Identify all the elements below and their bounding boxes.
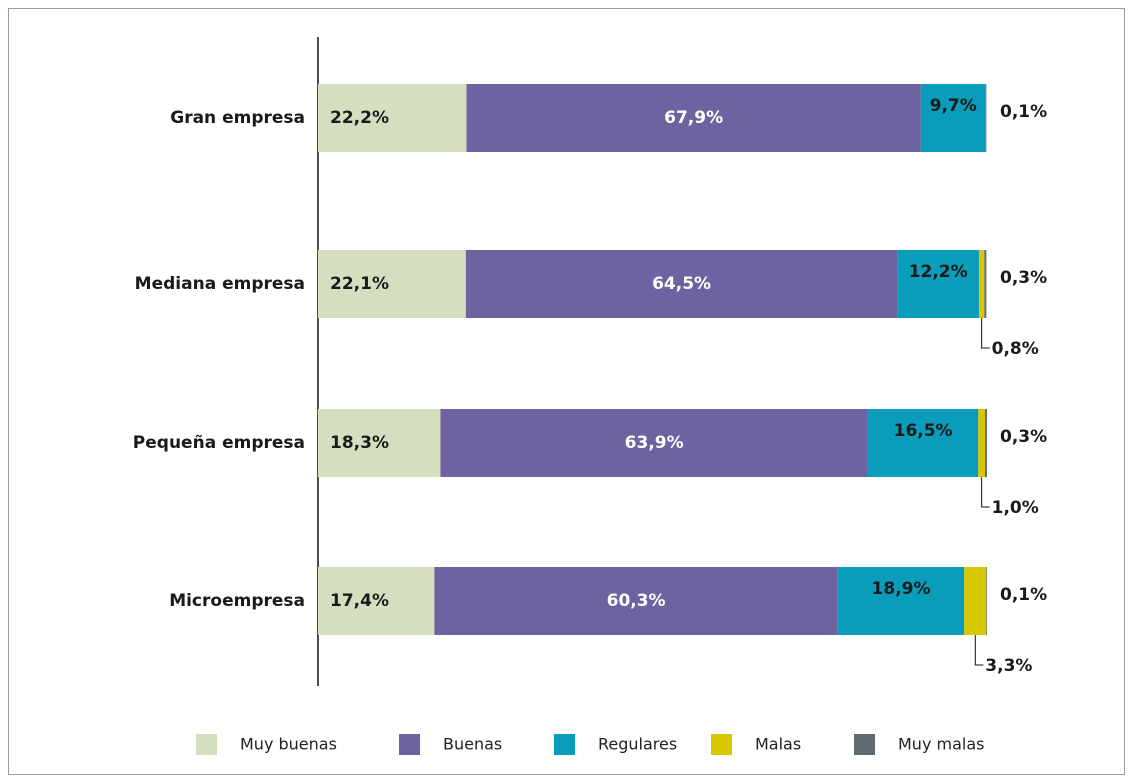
value-label: 67,9% [664,108,723,128]
value-label: 0,3% [1000,427,1047,447]
legend-swatch [554,734,575,755]
value-label: 64,5% [652,274,711,294]
legend-swatch [854,734,875,755]
bar-segment [318,250,466,318]
value-label: 9,7% [930,96,977,116]
bar-segment [440,409,868,477]
value-label: 0,1% [1000,102,1047,122]
bar-segment [837,567,965,635]
legend-swatch [196,734,217,755]
bar-segment [897,250,979,318]
legend-label: Malas [755,735,801,754]
value-label: 0,8% [992,339,1039,359]
bar-segment [318,84,467,152]
value-label: 63,9% [625,433,684,453]
leader-line [981,318,990,349]
legend-swatch [399,734,420,755]
bar-segment [867,409,979,477]
bar-segment [318,567,435,635]
value-label: 22,1% [330,274,389,294]
legend-label: Buenas [443,735,502,754]
value-label: 16,5% [894,421,953,441]
bar-segment [434,567,838,635]
legend-label: Regulares [598,735,677,754]
bar-segment [920,84,986,152]
leader-line [974,635,984,666]
bar-segment [978,250,985,318]
value-label: 1,0% [992,498,1039,518]
category-label: Microempresa [169,591,305,611]
category-label: Gran empresa [170,108,305,128]
bar-segment [984,409,987,477]
legend-swatch [711,734,732,755]
bar-segment [986,567,987,635]
bar-segment [466,84,921,152]
value-label: 18,9% [872,579,931,599]
bar-segment [318,409,441,477]
value-label: 0,3% [1000,268,1047,288]
value-label: 0,1% [1000,585,1047,605]
legend-label: Muy buenas [240,735,337,754]
leader-line [981,477,990,508]
bar-segment [985,84,987,152]
category-label: Mediana empresa [135,274,305,294]
bar-segment [984,250,987,318]
value-label: 17,4% [330,591,389,611]
bar-segment [465,250,898,318]
value-label: 60,3% [607,591,666,611]
value-label: 22,2% [330,108,389,128]
value-label: 18,3% [330,433,389,453]
bar-segment [978,409,985,477]
category-label: Pequeña empresa [133,433,305,453]
value-label: 12,2% [909,262,968,282]
bar-segment [964,567,987,635]
legend-label: Muy malas [898,735,984,754]
value-label: 3,3% [985,656,1032,676]
